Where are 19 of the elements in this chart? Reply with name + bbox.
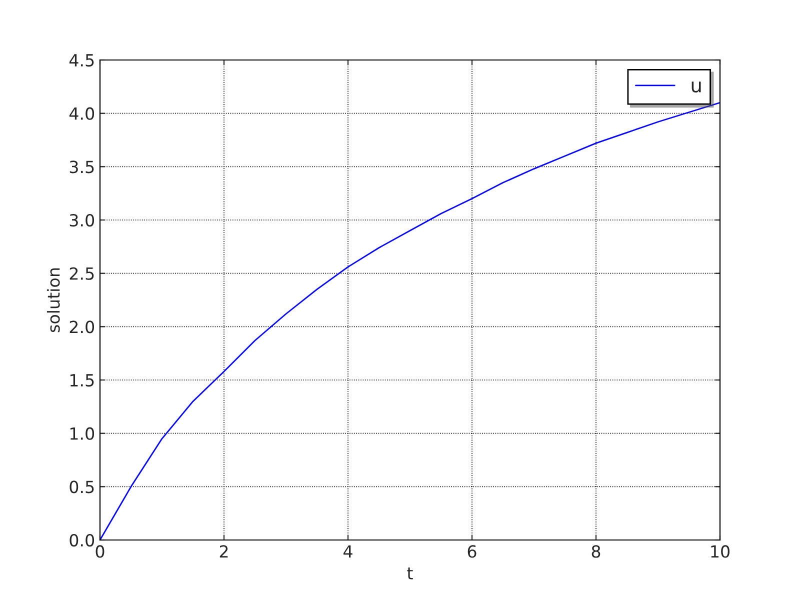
y-tick-label: 0.0	[70, 534, 94, 547]
y-tick-label: 3.0	[70, 214, 94, 227]
y-tick-label: 0.5	[70, 480, 94, 494]
legend-label: u	[692, 81, 701, 93]
y-tick-label: 3.5	[70, 160, 94, 174]
y-tick-label: 1.5	[70, 374, 94, 387]
x-tick-label: 10	[711, 545, 730, 558]
x-tick-label: 4	[344, 545, 352, 558]
y-axis-title: solution	[46, 268, 60, 332]
x-tick-label: 8	[592, 545, 600, 558]
y-tick-label: 1.0	[70, 427, 94, 440]
y-tick-label: 4.5	[69, 54, 94, 67]
y-tick-label: 2.0	[70, 320, 94, 334]
x-tick-label: 2	[220, 545, 228, 558]
y-tick-label: 2.5	[70, 267, 94, 280]
x-tick-label: 6	[468, 545, 476, 558]
x-tick-label: 0	[96, 545, 104, 558]
y-tick-label: 4.0	[69, 107, 94, 120]
x-axis-title: t	[407, 568, 413, 580]
